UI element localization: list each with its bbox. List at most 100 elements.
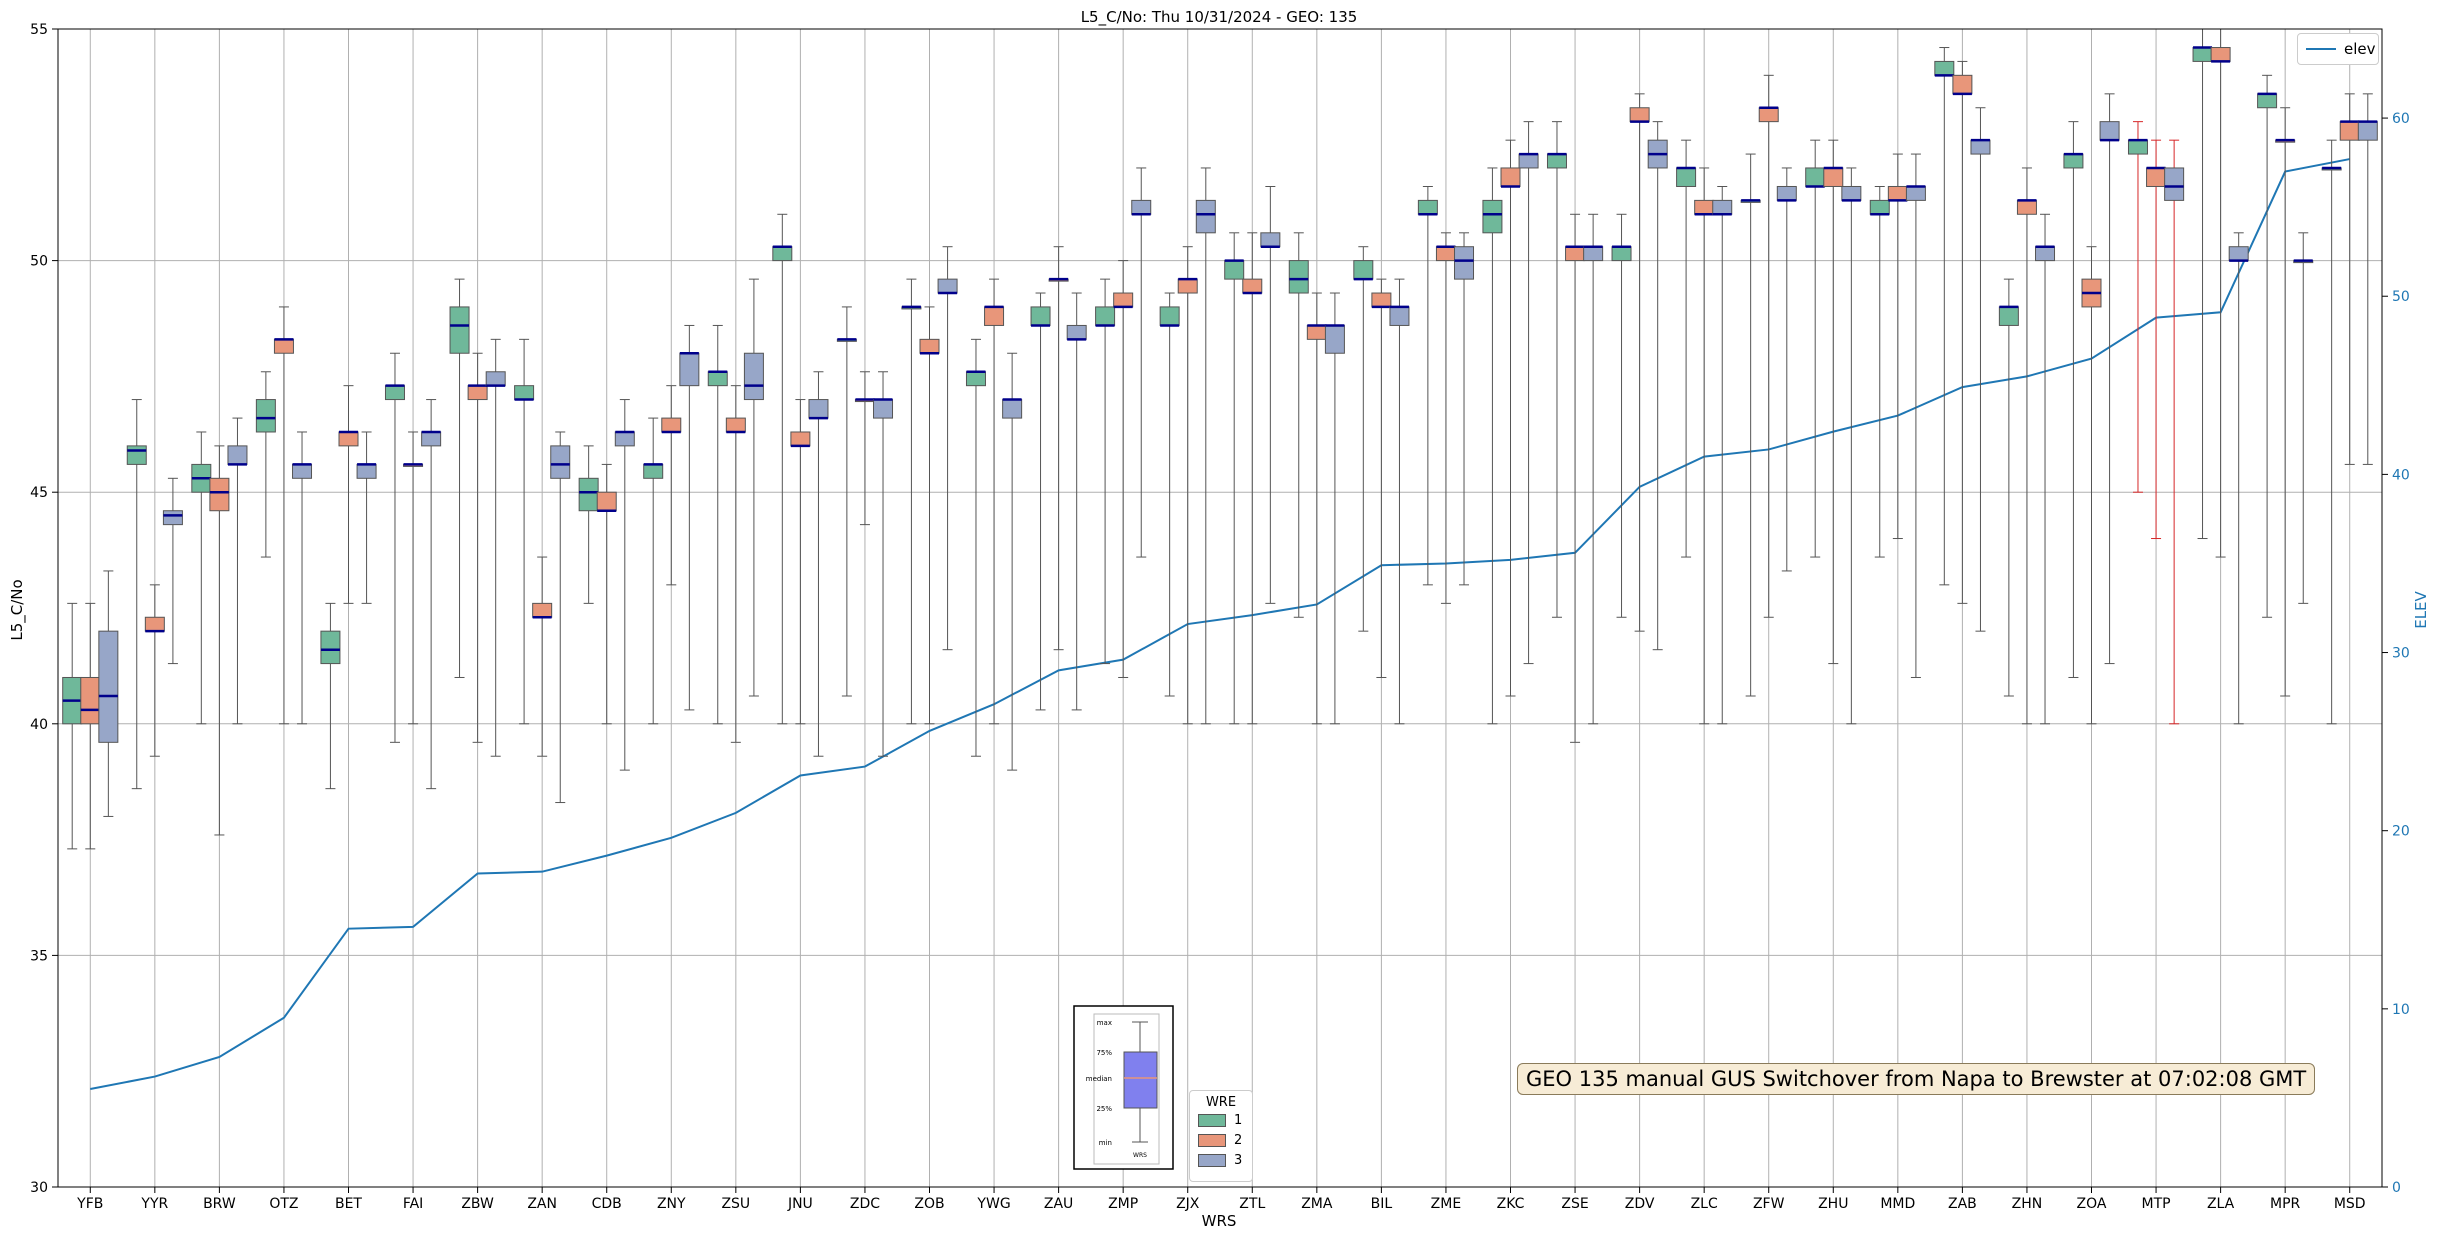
x-tick-label-JNU: JNU [787, 1196, 813, 1212]
x-tick-label-MSD: MSD [2334, 1196, 2366, 1212]
x-tick-label-FAI: FAI [403, 1196, 423, 1212]
box-body [1454, 246, 1475, 280]
box-MPR-wre1 [2257, 74, 2278, 618]
box-ZAN-wre2 [532, 556, 553, 757]
x-tick-label-ZSU: ZSU [721, 1196, 750, 1212]
box-MMD-wre1 [1869, 185, 1890, 558]
box-ZLC-wre2 [1694, 167, 1715, 725]
box-body [1500, 167, 1521, 187]
box-JNU-wre2 [790, 399, 811, 725]
box-body [514, 385, 535, 401]
box-OTZ-wre2 [273, 306, 294, 725]
box-body [2063, 153, 2084, 169]
box-ZLC-wre3 [1712, 185, 1733, 725]
y-tick-label-45: 45 [30, 485, 48, 501]
box-ZSE-wre1 [1546, 121, 1567, 618]
x-tick-label-BIL: BIL [1371, 1196, 1393, 1212]
box-body [2357, 121, 2378, 141]
box-JNU-wre3 [808, 371, 829, 757]
box-ZOA-wre3 [2099, 93, 2120, 665]
box-ZSU-wre3 [743, 278, 764, 697]
box-YFB-wre3 [98, 570, 119, 817]
box-body [2210, 47, 2231, 62]
box-ZME-wre2 [1435, 232, 1456, 604]
box-body [1518, 153, 1539, 169]
box-ZAB-wre2 [1952, 60, 1973, 604]
box-body [292, 463, 313, 479]
y-axis-label: L5_C/No [8, 579, 27, 640]
box-ZLA-wre2 [2210, 28, 2231, 558]
x-tick-label-MPR: MPR [2270, 1196, 2301, 1212]
box-body [596, 491, 617, 512]
box-ZTL-wre2 [1242, 232, 1263, 725]
box-body [2146, 167, 2167, 187]
box-ZTL-wre3 [1260, 185, 1281, 604]
box-ZMP-wre1 [1095, 278, 1116, 665]
box-ZSU-wre2 [725, 385, 746, 743]
box-ZHU-wre3 [1841, 167, 1862, 725]
x-tick-label-ZBW: ZBW [461, 1196, 494, 1212]
key-max: max [1097, 1019, 1112, 1027]
box-body [384, 385, 405, 401]
box-BET-wre1 [320, 602, 341, 790]
box-body [144, 616, 165, 632]
box-body [578, 477, 599, 512]
box-body [2192, 47, 2213, 62]
y-tick-label-55: 55 [30, 22, 48, 38]
box-ZAN-wre3 [550, 431, 571, 804]
box-body [1823, 167, 1844, 187]
box-ZFW-wre3 [1776, 167, 1797, 572]
box-MSD-wre3 [2357, 93, 2378, 465]
box-BRW-wre1 [191, 431, 212, 725]
box-body [2339, 121, 2360, 141]
legend-wre-item-2: 2 [1190, 1130, 1252, 1150]
box-YYR-wre3 [162, 477, 183, 665]
box-YWG-wre2 [984, 278, 1005, 725]
legend-wre-label-3: 3 [1234, 1152, 1243, 1168]
box-body [1970, 139, 1991, 155]
box-body [1905, 185, 1926, 201]
box-ZLC-wre1 [1676, 139, 1697, 558]
box-FAI-wre1 [384, 352, 405, 743]
box-body [965, 371, 986, 387]
box-ZNY-wre2 [661, 385, 682, 586]
box-BET-wre3 [356, 431, 377, 604]
box-ZSE-wre3 [1583, 213, 1604, 725]
box-MTP-wre3 [2164, 139, 2185, 725]
box-body [1841, 185, 1862, 201]
box-FAI-wre2 [403, 431, 424, 725]
box-body [707, 371, 728, 387]
box-body [550, 445, 571, 479]
box-body [1629, 107, 1650, 123]
box-ZTL-wre1 [1224, 232, 1245, 725]
box-ZDC-wre3 [873, 371, 894, 757]
x-tick-label-YWG: YWG [976, 1196, 1010, 1212]
box-BET-wre2 [338, 385, 359, 604]
key-q1: 25% [1096, 1105, 1112, 1113]
box-body [1611, 246, 1632, 262]
box-body [2127, 139, 2148, 155]
box-body [1371, 292, 1392, 308]
box-body [643, 463, 664, 479]
box-MSD-wre2 [2339, 93, 2360, 465]
box-BIL-wre2 [1371, 278, 1392, 678]
elev-line [90, 158, 2350, 1090]
x-tick-label-ZOA: ZOA [2077, 1196, 2107, 1212]
box-ZAU-wre3 [1066, 292, 1087, 711]
box-ZDC-wre2 [854, 371, 875, 526]
box-body [1565, 246, 1586, 262]
legend-wre-item-1: 1 [1190, 1110, 1252, 1130]
box-body [1353, 260, 1374, 280]
box-body [1288, 260, 1309, 294]
y-tick-label-50: 50 [30, 254, 48, 270]
box-body [421, 431, 442, 447]
chart-title: L5_C/No: Thu 10/31/2024 - GEO: 135 [1081, 8, 1358, 27]
box-BIL-wre3 [1389, 278, 1410, 725]
box-body [255, 399, 276, 433]
x-tick-label-ZDC: ZDC [850, 1196, 880, 1212]
box-ZHN-wre3 [2035, 213, 2056, 725]
box-MMD-wre3 [1905, 153, 1926, 678]
box-body [1131, 199, 1152, 215]
key-q3: 75% [1096, 1049, 1112, 1057]
